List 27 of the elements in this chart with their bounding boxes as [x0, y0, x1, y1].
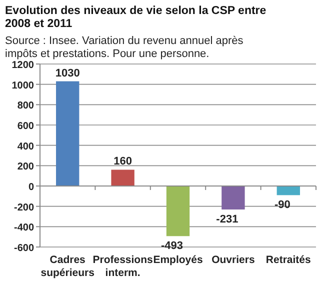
chart-title: Evolution des niveaux de vie selon la CSP entre 2008 et 2011 [5, 5, 266, 30]
y-tick-label: 1000 [12, 80, 34, 92]
y-tick-label: 0 [28, 182, 34, 193]
y-tick-label: -600 [14, 243, 34, 254]
y-tick-label: 600 [17, 121, 34, 132]
y-tick-label: 800 [17, 100, 34, 112]
y-tick-label: 1200 [12, 60, 34, 71]
y-tick-label: 400 [17, 141, 34, 152]
y-tick-label: -200 [14, 202, 34, 214]
bar [56, 81, 80, 186]
x-tick-label: Retraités [266, 254, 312, 266]
bar [276, 186, 300, 196]
data-label: -231 [216, 213, 238, 226]
x-tick-label: Ouvriers [212, 254, 255, 266]
x-tick-label: Employés [153, 254, 203, 266]
data-label: -90 [274, 199, 290, 212]
y-tick-label: 200 [17, 162, 34, 173]
bar [222, 186, 245, 210]
x-tick-label: Professions interm. [92, 254, 154, 279]
bar [111, 170, 134, 186]
x-tick-label: Cadres supérieurs [40, 254, 95, 279]
data-label: -493 [160, 240, 184, 252]
bar [166, 186, 190, 236]
data-label: 160 [114, 156, 132, 168]
data-label: 1030 [55, 67, 80, 80]
chart-subtitle: Source : Insee. Variation du revenu annuel après impôts et prestations. Pour une personne. [5, 35, 244, 60]
y-tick-label: -400 [14, 222, 34, 234]
